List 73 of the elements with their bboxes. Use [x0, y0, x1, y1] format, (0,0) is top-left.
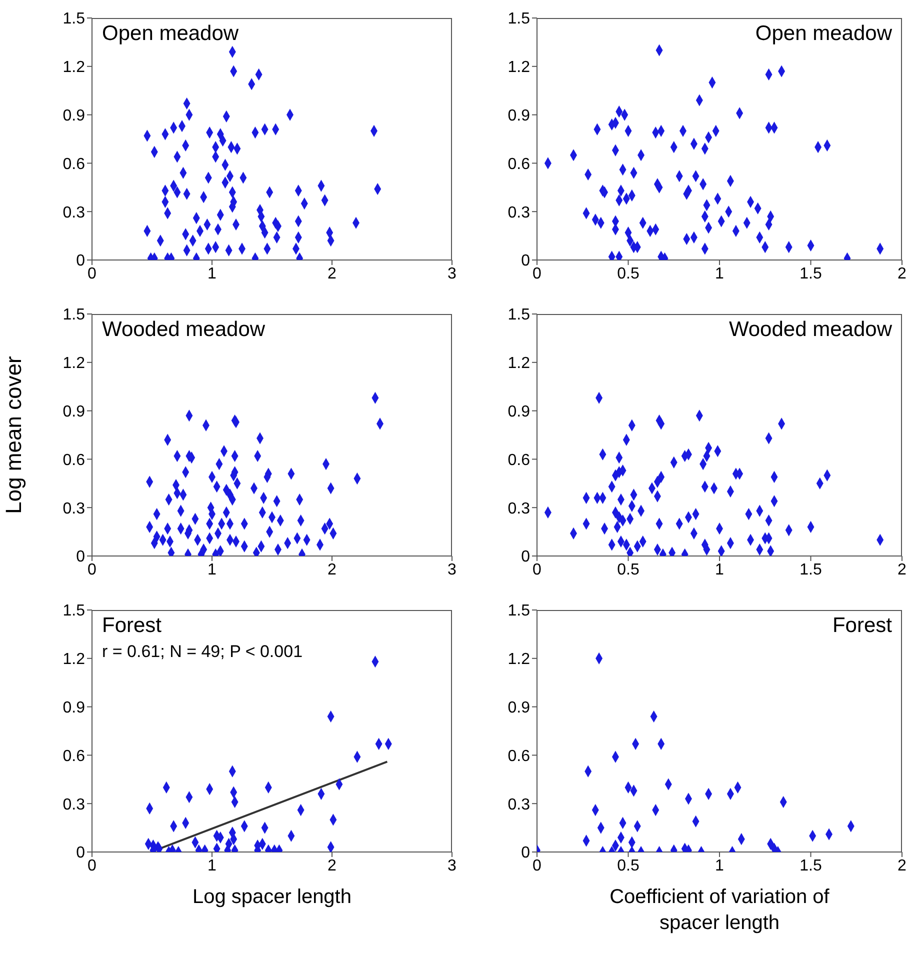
chart-title: Open meadow	[755, 22, 892, 46]
x-tick-label: 0.5	[617, 857, 640, 874]
y-tick-label: 0	[521, 844, 530, 862]
y-tick-label: 0.6	[62, 452, 86, 469]
x-tick-label: 2	[898, 561, 907, 578]
y-tick-label: 0.3	[508, 500, 530, 518]
y-tick-label: 0.3	[508, 796, 530, 814]
x-tick-label: 2	[328, 561, 337, 578]
x-tick-label: 1.5	[800, 857, 822, 874]
y-tick-label: 0.9	[508, 403, 530, 420]
y-tick-label: 1.2	[508, 59, 530, 76]
y-tick-label: 1.5	[62, 602, 86, 620]
y-tick-label: 0.3	[508, 204, 530, 222]
y-tick-label: 0.6	[508, 156, 530, 173]
x-tick-label: 0	[88, 561, 97, 578]
x-tick-label: 1.5	[800, 265, 822, 282]
chart-title: Forest	[102, 614, 162, 638]
x-tick-label: 2	[898, 857, 907, 874]
y-axis-title: Log mean cover	[1, 356, 27, 514]
x-tick-label: 1	[715, 265, 724, 282]
y-tick-label: 0.6	[508, 452, 530, 469]
x-tick-label: 0	[88, 857, 97, 874]
annotation: r = 0.61; N = 49; P < 0.001	[102, 642, 303, 662]
y-tick-label: 0	[76, 548, 86, 566]
y-tick-label: 0.9	[62, 107, 86, 124]
chart-title: Wooded meadow	[102, 318, 266, 342]
y-tick-label: 0.6	[62, 156, 86, 173]
y-tick-label: 0.9	[508, 699, 530, 716]
x-tick-label: 2	[898, 265, 907, 282]
y-tick-label: 0.6	[62, 748, 86, 765]
chart-title: Open meadow	[102, 22, 239, 46]
x-tick-label: 3	[448, 857, 457, 874]
y-tick-label: 1.2	[508, 651, 530, 668]
y-tick-label: 0.9	[62, 403, 86, 420]
x-tick-label: 3	[448, 561, 457, 578]
y-tick-label: 0	[76, 844, 86, 862]
chart-title: Wooded meadow	[728, 318, 892, 342]
y-tick-label: 1.5	[508, 10, 530, 28]
x-tick-label: 0.5	[617, 265, 640, 282]
y-tick-label: 0	[76, 252, 86, 270]
y-tick-label: 1.5	[508, 306, 530, 324]
x-tick-label: 0	[532, 265, 542, 282]
y-tick-label: 1.2	[62, 59, 86, 76]
x-axis-title: Coefficient of variation of spacer length	[608, 885, 830, 936]
x-tick-label: 0	[88, 265, 97, 282]
x-tick-label: 1	[208, 857, 217, 874]
x-tick-label: 0	[532, 561, 542, 578]
y-tick-label: 1.2	[508, 355, 530, 372]
x-tick-label: 1	[208, 561, 217, 578]
y-tick-label: 1.5	[62, 306, 86, 324]
x-tick-label: 3	[448, 265, 457, 282]
x-tick-label: 1.5	[800, 561, 822, 578]
y-tick-label: 0.6	[508, 748, 530, 765]
x-tick-label: 0	[532, 857, 542, 874]
y-tick-label: 1.2	[62, 355, 86, 372]
x-axis-title: Log spacer length	[191, 885, 352, 910]
y-tick-label: 0	[521, 252, 530, 270]
x-tick-label: 1	[715, 561, 724, 578]
x-tick-label: 0.5	[617, 561, 640, 578]
y-tick-label: 0.9	[62, 699, 86, 716]
y-tick-label: 1.5	[508, 602, 530, 620]
x-tick-label: 1	[208, 265, 217, 282]
x-tick-label: 2	[328, 265, 337, 282]
y-tick-label: 1.5	[62, 10, 86, 28]
x-tick-label: 2	[328, 857, 337, 874]
y-tick-label: 0.3	[62, 204, 86, 222]
y-tick-label: 0.9	[508, 107, 530, 124]
y-tick-label: 1.2	[62, 651, 86, 668]
x-tick-label: 1	[715, 857, 724, 874]
y-tick-label: 0.3	[62, 500, 86, 518]
chart-title: Forest	[832, 614, 892, 638]
y-tick-label: 0	[521, 548, 530, 566]
y-tick-label: 0.3	[62, 796, 86, 814]
